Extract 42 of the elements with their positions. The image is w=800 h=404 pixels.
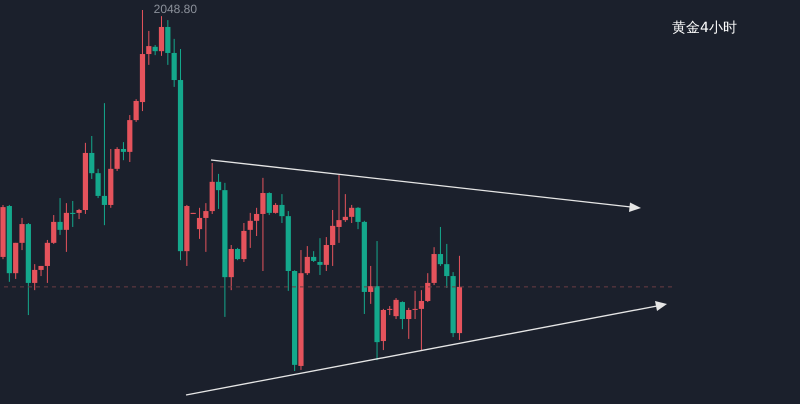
candlestick [425, 272, 430, 303]
candlestick [324, 236, 329, 272]
candlestick [114, 146, 120, 172]
candlestick [444, 243, 450, 288]
candlestick [349, 204, 354, 224]
candlestick [70, 200, 76, 228]
candlestick [234, 247, 240, 261]
candlestick [152, 44, 158, 56]
candlestick [412, 290, 418, 320]
candlestick [342, 194, 348, 222]
candlestick [216, 173, 222, 210]
candlestick [32, 264, 38, 291]
candlestick [120, 142, 126, 161]
candlestick [260, 177, 266, 272]
candlestick [146, 30, 152, 66]
candlestick [19, 217, 25, 251]
candlestick [279, 194, 285, 224]
candlestick [266, 192, 272, 216]
candlestick [418, 290, 424, 351]
candlestick [254, 207, 260, 236]
candlestick [51, 214, 56, 244]
candlestick [438, 226, 444, 266]
candlestick [203, 202, 208, 252]
candlestick [102, 102, 108, 226]
candlestick [400, 300, 405, 330]
candlestick [248, 212, 253, 248]
candlestick [76, 208, 82, 220]
candlestick [64, 202, 69, 252]
candlestick [317, 238, 323, 276]
candlestick [95, 168, 101, 199]
candlestick [89, 135, 94, 180]
candlestick [273, 202, 278, 214]
candlestick [368, 265, 374, 304]
annotation: 2048.80 [154, 2, 198, 16]
candlestick [355, 206, 361, 230]
candlestick [311, 250, 316, 262]
candlestick [406, 307, 412, 340]
text: 黄金4小时 [672, 19, 737, 37]
candlestick [196, 207, 202, 240]
candlestick [304, 246, 310, 276]
candlestick [44, 239, 50, 284]
candlestick [57, 198, 63, 236]
